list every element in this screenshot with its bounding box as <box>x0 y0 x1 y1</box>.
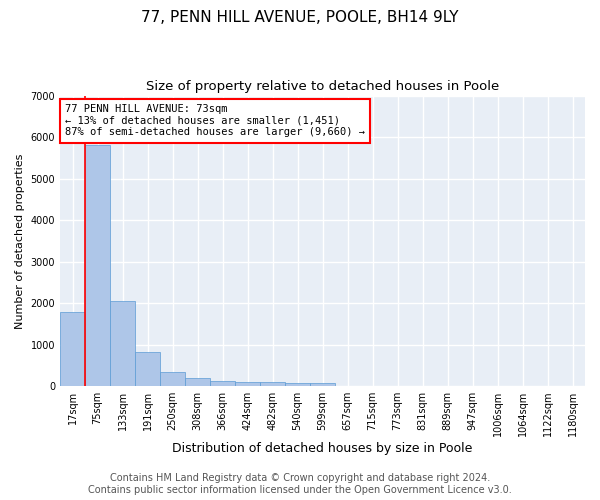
Bar <box>310 383 335 386</box>
Bar <box>285 383 310 386</box>
Bar <box>185 378 210 386</box>
Text: Contains HM Land Registry data © Crown copyright and database right 2024.
Contai: Contains HM Land Registry data © Crown c… <box>88 474 512 495</box>
Bar <box>110 300 135 386</box>
X-axis label: Distribution of detached houses by size in Poole: Distribution of detached houses by size … <box>172 442 473 455</box>
Bar <box>60 312 85 386</box>
Text: 77, PENN HILL AVENUE, POOLE, BH14 9LY: 77, PENN HILL AVENUE, POOLE, BH14 9LY <box>141 10 459 25</box>
Title: Size of property relative to detached houses in Poole: Size of property relative to detached ho… <box>146 80 499 93</box>
Text: 77 PENN HILL AVENUE: 73sqm
← 13% of detached houses are smaller (1,451)
87% of s: 77 PENN HILL AVENUE: 73sqm ← 13% of deta… <box>65 104 365 138</box>
Bar <box>260 382 285 386</box>
Bar <box>160 372 185 386</box>
Y-axis label: Number of detached properties: Number of detached properties <box>15 153 25 328</box>
Bar <box>210 381 235 386</box>
Bar <box>135 352 160 386</box>
Bar <box>235 382 260 386</box>
Bar <box>85 146 110 386</box>
